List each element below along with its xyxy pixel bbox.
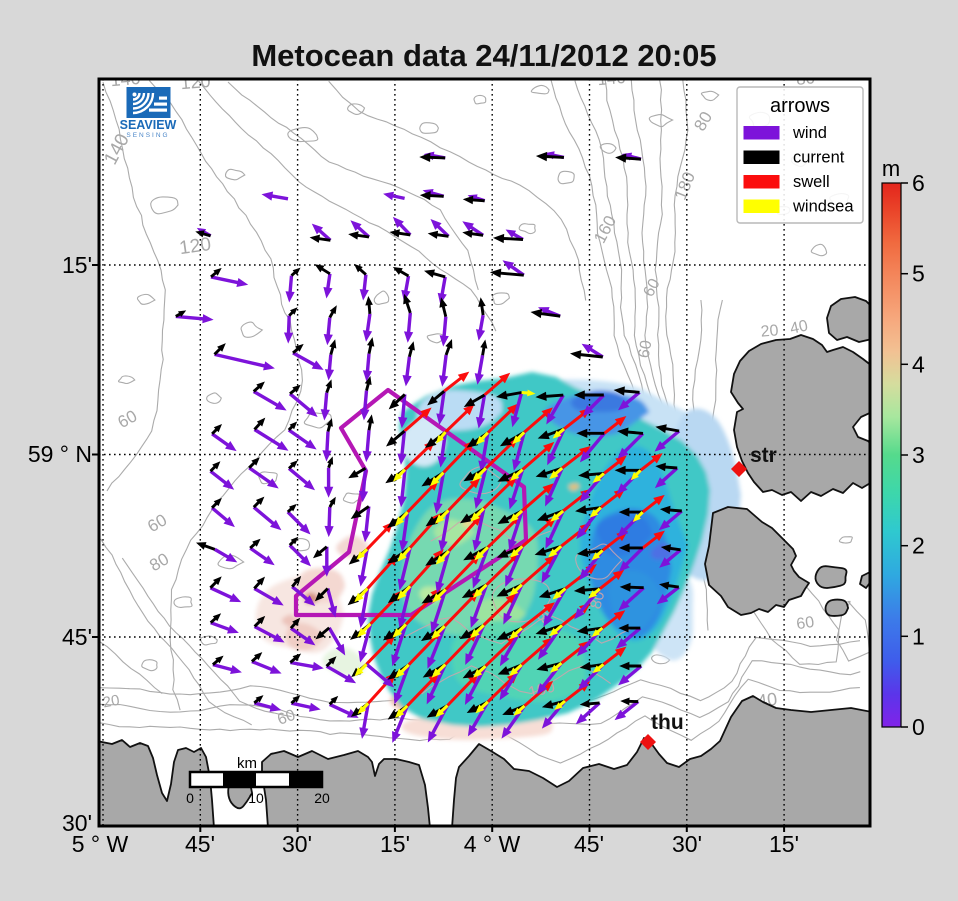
svg-text:60: 60 xyxy=(275,707,298,729)
svg-text:SENSING: SENSING xyxy=(126,132,169,139)
svg-text:arrows: arrows xyxy=(770,95,830,117)
svg-text:40: 40 xyxy=(789,317,810,337)
svg-text:10: 10 xyxy=(248,790,264,806)
svg-text:15': 15' xyxy=(380,831,410,857)
svg-text:km: km xyxy=(237,755,257,772)
svg-text:45': 45' xyxy=(185,831,215,857)
svg-text:SEAVIEW: SEAVIEW xyxy=(120,118,177,132)
svg-text:60: 60 xyxy=(636,339,656,360)
svg-text:5: 5 xyxy=(912,261,925,287)
svg-text:20: 20 xyxy=(102,692,121,712)
svg-text:swell: swell xyxy=(793,173,830,191)
svg-text:str: str xyxy=(750,444,777,467)
svg-text:1: 1 xyxy=(912,623,925,649)
svg-text:m: m xyxy=(882,156,900,181)
svg-text:59 ° N: 59 ° N xyxy=(28,441,92,467)
svg-text:6: 6 xyxy=(912,170,925,196)
svg-text:Metocean data 24/11/2012 20:05: Metocean data 24/11/2012 20:05 xyxy=(251,38,716,73)
svg-text:20: 20 xyxy=(760,322,779,340)
svg-text:15': 15' xyxy=(62,252,92,278)
svg-text:80: 80 xyxy=(795,68,816,89)
svg-text:120: 120 xyxy=(178,234,212,259)
svg-text:thu: thu xyxy=(651,711,684,734)
svg-text:45': 45' xyxy=(62,624,92,650)
svg-text:140: 140 xyxy=(597,68,627,89)
svg-text:120: 120 xyxy=(180,71,212,94)
svg-text:4: 4 xyxy=(912,351,925,377)
svg-text:45': 45' xyxy=(574,831,604,857)
svg-text:0: 0 xyxy=(186,790,194,806)
svg-text:0: 0 xyxy=(912,714,925,740)
svg-text:3: 3 xyxy=(912,442,925,468)
svg-text:2: 2 xyxy=(912,533,925,559)
svg-text:30': 30' xyxy=(672,831,702,857)
svg-text:current: current xyxy=(793,149,845,167)
svg-text:4 ° W: 4 ° W xyxy=(464,831,521,857)
svg-text:wind: wind xyxy=(792,124,827,142)
svg-text:30': 30' xyxy=(62,810,92,836)
svg-text:30': 30' xyxy=(282,831,312,857)
svg-text:20: 20 xyxy=(314,790,330,806)
svg-text:140: 140 xyxy=(110,68,142,91)
svg-text:5 ° W: 5 ° W xyxy=(72,831,129,857)
svg-text:windsea: windsea xyxy=(792,198,854,216)
svg-text:15': 15' xyxy=(769,831,799,857)
svg-text:60: 60 xyxy=(795,614,815,633)
svg-text:60: 60 xyxy=(640,276,663,300)
